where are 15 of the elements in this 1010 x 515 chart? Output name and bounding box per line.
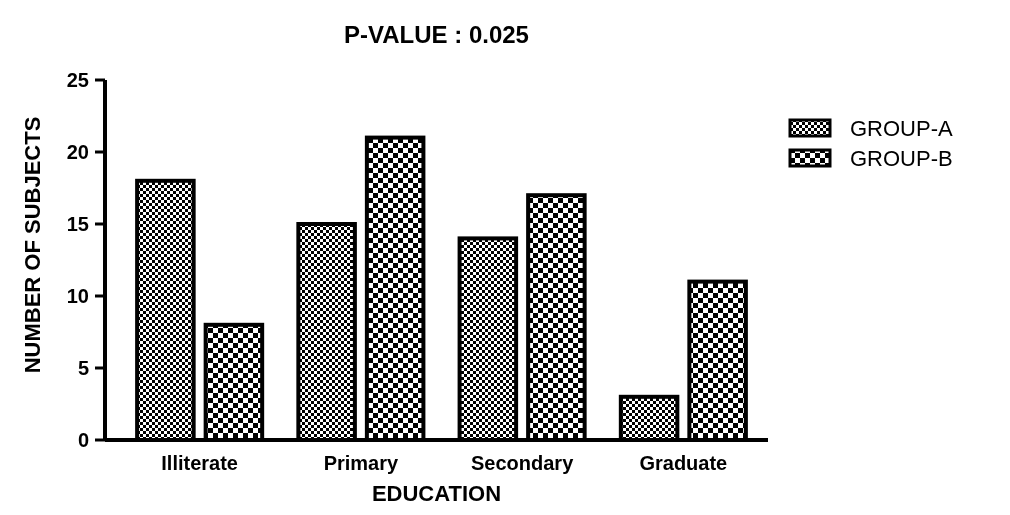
- x-tick-label: Illiterate: [161, 452, 238, 474]
- x-tick-label: Secondary: [470, 452, 575, 474]
- x-tick-label: Graduate: [639, 452, 728, 474]
- y-axis-title: NUMBER OF SUBJECTS: [20, 116, 45, 374]
- legend-label: GROUP-A: [850, 115, 953, 141]
- y-tick-label: 25: [66, 69, 89, 91]
- y-tick-label: 20: [66, 141, 89, 163]
- x-axis-title: EDUCATION: [371, 481, 502, 506]
- y-tick-label: 0: [77, 429, 89, 451]
- y-tick-label: 5: [77, 357, 89, 379]
- chart-title: P-VALUE : 0.025: [344, 21, 529, 48]
- y-tick-label: 10: [66, 285, 89, 307]
- legend-label: GROUP-B: [850, 145, 953, 171]
- y-tick-label: 15: [66, 213, 89, 235]
- x-tick-label: Primary: [323, 452, 399, 474]
